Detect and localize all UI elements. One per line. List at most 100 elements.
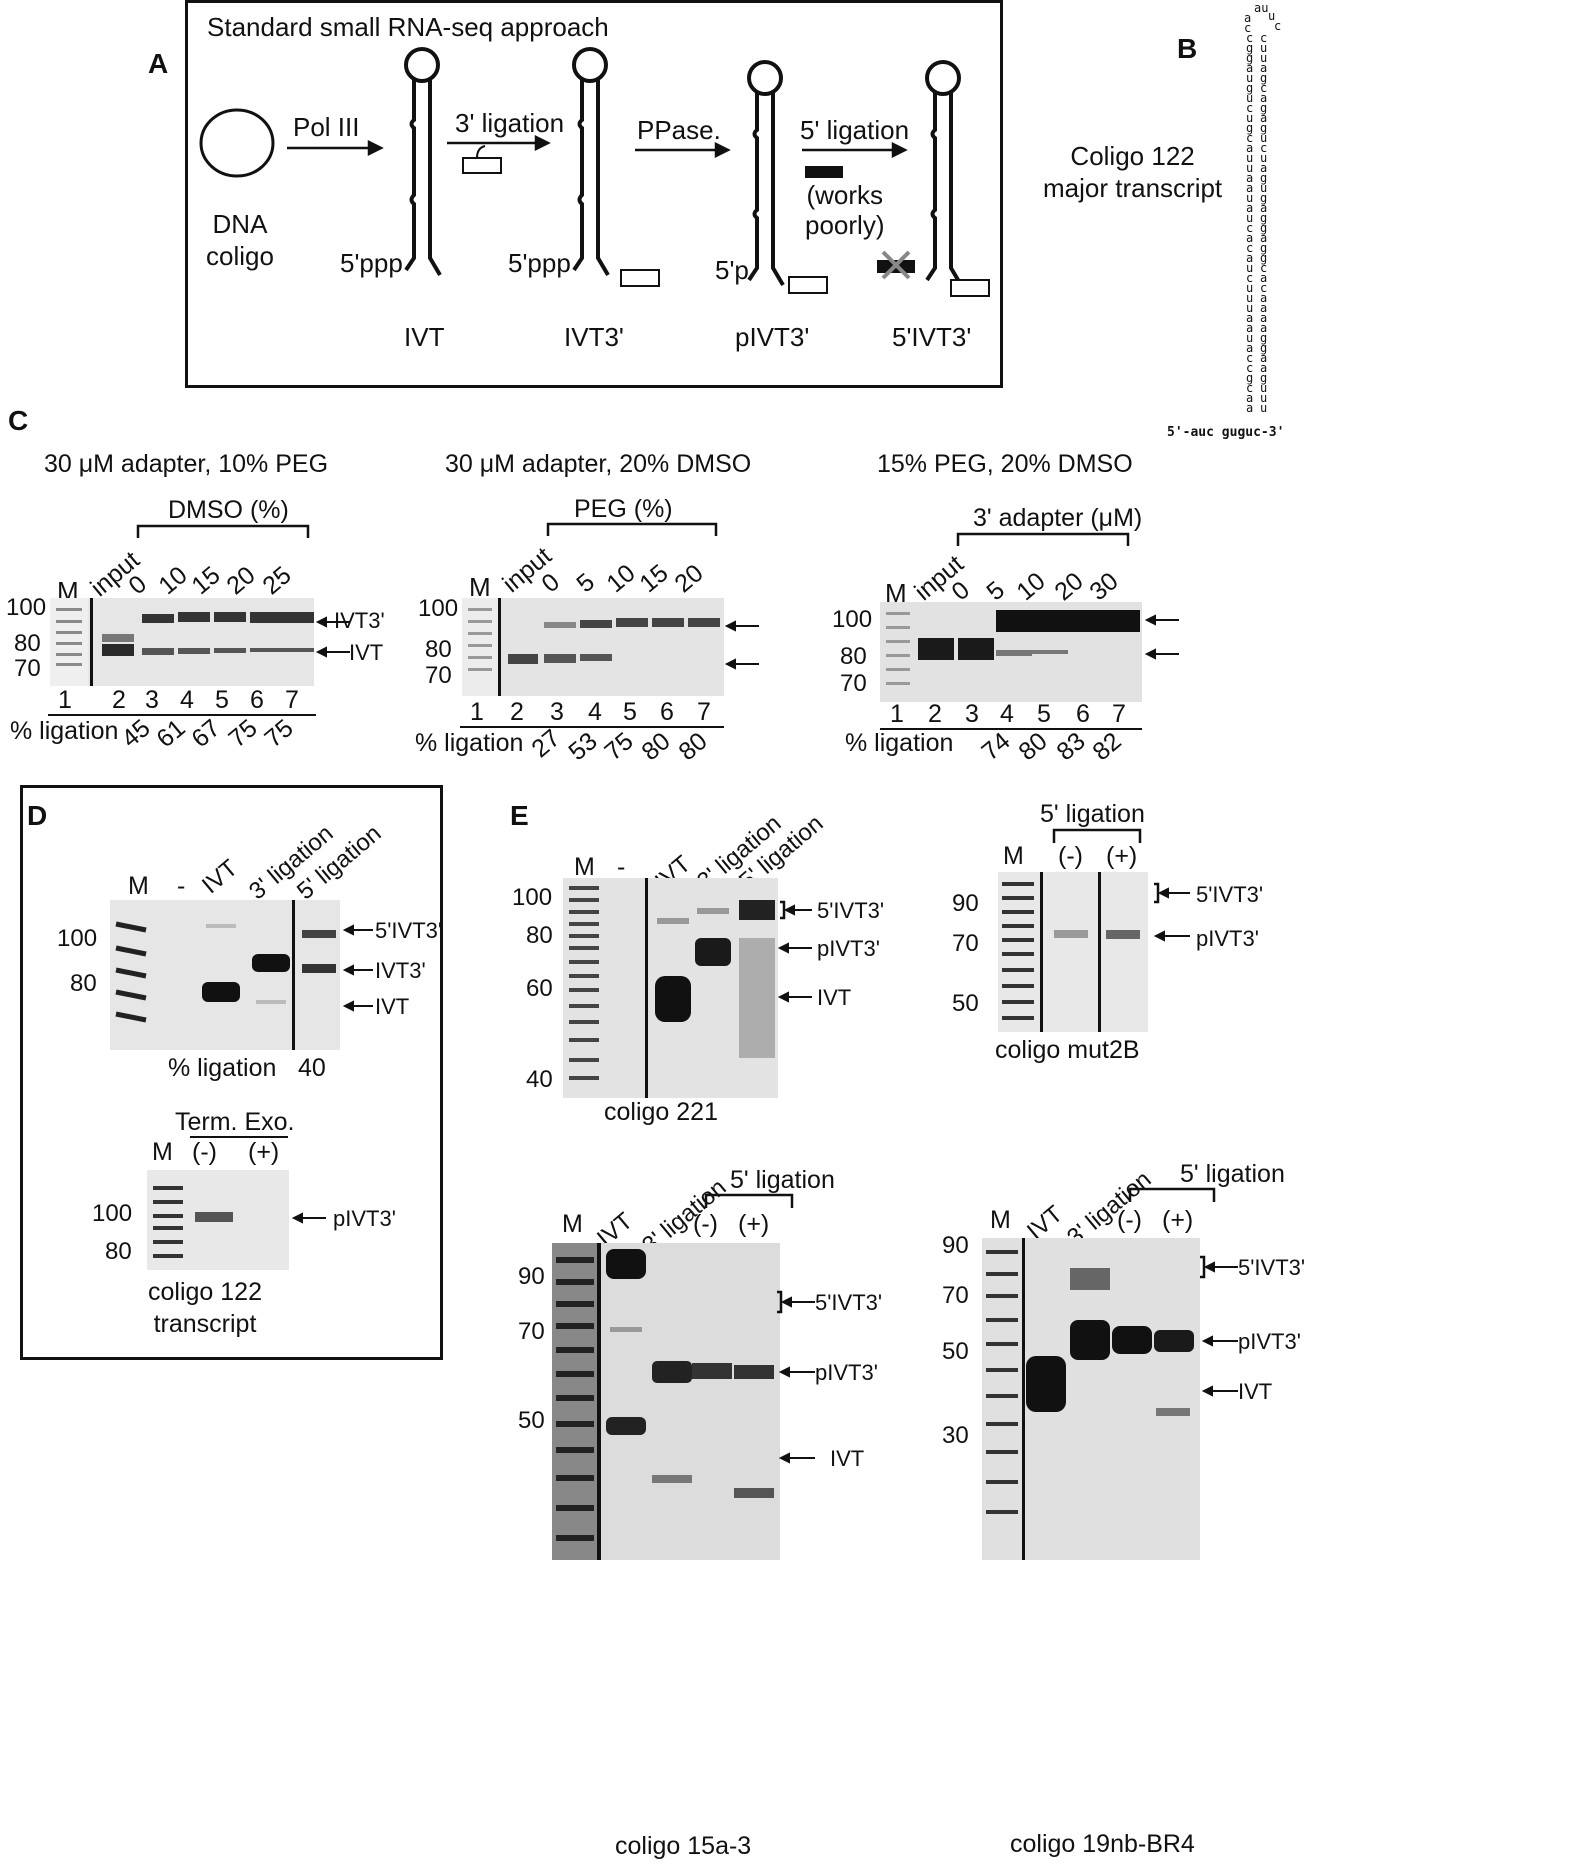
e19-lane-m: M bbox=[990, 1206, 1011, 1234]
e221-caption: coligo 221 bbox=[604, 1098, 718, 1126]
d-exo-gel-image bbox=[147, 1170, 289, 1270]
c3-arrows bbox=[1145, 614, 1179, 660]
rna-base: a bbox=[1246, 401, 1253, 415]
emut-marker-50: 50 bbox=[952, 990, 979, 1017]
emut-lane-m: M bbox=[1003, 842, 1024, 870]
d-marker-80: 80 bbox=[70, 970, 97, 997]
rna-base: g bbox=[1260, 331, 1267, 345]
rna-base: a bbox=[1260, 351, 1267, 365]
d-marker-100: 100 bbox=[57, 925, 98, 952]
e15a-title: 5' ligation bbox=[730, 1166, 835, 1194]
c2-bracket-label: PEG (%) bbox=[574, 495, 673, 523]
rna-base: u bbox=[1246, 151, 1253, 165]
c1-pct-7: 75 bbox=[259, 713, 299, 754]
e15a-marker-90: 90 bbox=[518, 1263, 545, 1290]
rna-base: u bbox=[1246, 301, 1253, 315]
c3-bracket bbox=[956, 532, 1130, 546]
c2-lane-num-2: 2 bbox=[510, 698, 524, 726]
c1-underline bbox=[48, 714, 316, 716]
e19-arrow-5ivt3: 5'IVT3' bbox=[1238, 1255, 1306, 1280]
e15a-gel-image bbox=[552, 1243, 780, 1560]
works-poorly-label: (works poorly) bbox=[805, 180, 885, 240]
emut-arrow-5ivt3: 5'IVT3' bbox=[1196, 882, 1264, 907]
c3-pct-6: 83 bbox=[1051, 726, 1091, 767]
c3-lane-num-3: 3 bbox=[965, 700, 979, 728]
rna-base: a bbox=[1246, 341, 1253, 355]
panel-c-letter: C bbox=[8, 405, 29, 436]
rna-base: u bbox=[1246, 331, 1253, 345]
e221-lane-m: M bbox=[574, 853, 595, 881]
rna-base: a bbox=[1246, 391, 1253, 405]
d-arrow-ivt: IVT bbox=[375, 994, 410, 1019]
emut-lane-pos: (+) bbox=[1106, 842, 1138, 870]
c3-lane-num-7: 7 bbox=[1112, 700, 1126, 728]
rna-base: c bbox=[1246, 101, 1253, 115]
e15a-marker-50: 50 bbox=[518, 1407, 545, 1434]
c1-pct-6: 75 bbox=[223, 713, 263, 754]
rna-base: g bbox=[1260, 211, 1267, 225]
rna-base: a bbox=[1260, 271, 1267, 285]
c3-lane-num-2: 2 bbox=[928, 700, 942, 728]
d-exo-marker-100: 100 bbox=[92, 1200, 133, 1227]
rna-base: u bbox=[1246, 191, 1253, 205]
c3-lane-7: 30 bbox=[1084, 566, 1124, 607]
c3-lane-5: 10 bbox=[1011, 566, 1051, 607]
ppp1-label: 5'ppp bbox=[340, 248, 403, 278]
e221-lane-neg: - bbox=[617, 853, 626, 881]
rna-base: c bbox=[1246, 241, 1253, 255]
e15a-lane-pos: (+) bbox=[738, 1210, 770, 1238]
e15a-arrow-ivt: IVT bbox=[830, 1446, 865, 1471]
c1-marker-100: 100 bbox=[6, 594, 47, 621]
rna-base: c bbox=[1246, 361, 1253, 375]
rna-base: g bbox=[1260, 121, 1267, 135]
rna-base: a bbox=[1260, 161, 1267, 175]
c3-lane-num-4: 4 bbox=[1000, 700, 1014, 728]
rna-base: a bbox=[1246, 141, 1253, 155]
p-label: 5'p bbox=[715, 255, 749, 285]
c2-pct-label: % ligation bbox=[415, 729, 524, 757]
e15a-lane-m: M bbox=[562, 1210, 583, 1238]
d-lane-neg: - bbox=[177, 872, 186, 900]
rna-base: g bbox=[1246, 41, 1253, 55]
e19-marker-70: 70 bbox=[942, 1282, 969, 1309]
rna-base: c bbox=[1260, 281, 1267, 295]
c2-lane-num-1: 1 bbox=[470, 698, 484, 726]
d-exo-lane-neg: (-) bbox=[192, 1138, 217, 1166]
emut-bracket bbox=[1052, 828, 1142, 843]
c1-lane-3: 0 bbox=[123, 569, 153, 601]
rna-base: u bbox=[1246, 111, 1253, 125]
rna-base: u bbox=[1246, 281, 1253, 295]
rna-base: u bbox=[1260, 391, 1267, 405]
emut-lane-neg: (-) bbox=[1058, 842, 1083, 870]
panel-d-letter: D bbox=[27, 800, 48, 831]
rna-base: u bbox=[1260, 381, 1267, 395]
rna-base: g bbox=[1246, 81, 1253, 95]
c1-pct-5: 67 bbox=[186, 713, 226, 754]
rna-base: a bbox=[1260, 91, 1267, 105]
e221-marker-100: 100 bbox=[512, 884, 553, 911]
e221-arrow-5ivt3: 5'IVT3' bbox=[817, 898, 885, 923]
c3-lane-num-5: 5 bbox=[1037, 700, 1051, 728]
svg-text:a: a bbox=[1244, 11, 1251, 25]
c3-underline bbox=[880, 728, 1142, 730]
rna-base: c bbox=[1260, 261, 1267, 275]
e15a-bracket bbox=[704, 1193, 794, 1208]
c3-marker-80: 80 bbox=[840, 643, 867, 670]
c2-gel-image bbox=[462, 598, 724, 696]
rna-base: a bbox=[1246, 171, 1253, 185]
c2-lane-num-3: 3 bbox=[550, 698, 564, 726]
rna-base: g bbox=[1246, 371, 1253, 385]
rna-base: a bbox=[1246, 321, 1253, 335]
pol3-label: Pol III bbox=[293, 112, 360, 142]
rna-base: u bbox=[1246, 211, 1253, 225]
c3-pct-label: % ligation bbox=[845, 729, 954, 757]
rna-base: u bbox=[1246, 291, 1253, 305]
c3-pct-7: 82 bbox=[1087, 726, 1127, 767]
c3-lane-m: M bbox=[885, 578, 907, 608]
rna-base: a bbox=[1260, 231, 1267, 245]
c2-pct-7: 80 bbox=[673, 726, 713, 767]
c1-bracket bbox=[136, 524, 310, 538]
c2-lane-m: M bbox=[469, 572, 491, 602]
rna-base: a bbox=[1246, 61, 1253, 75]
emut-arrow-pivt3: pIVT3' bbox=[1196, 926, 1259, 951]
